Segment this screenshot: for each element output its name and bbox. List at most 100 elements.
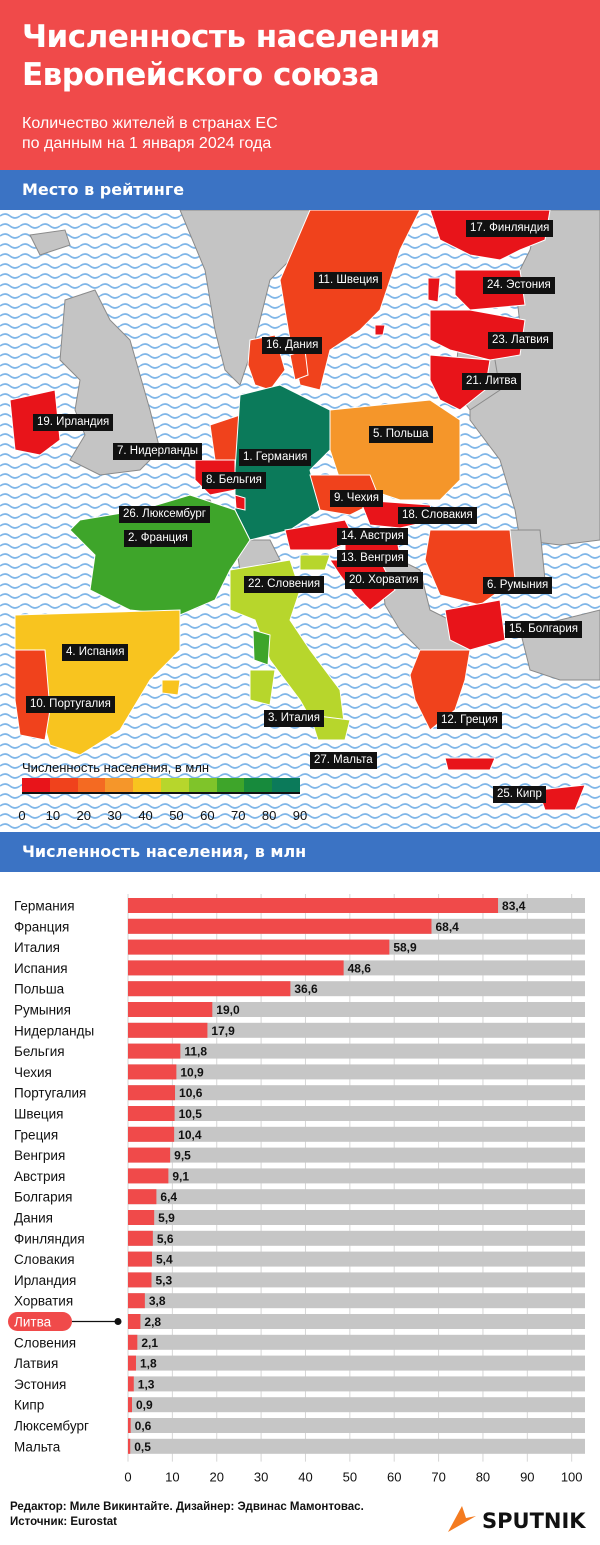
map-label-poland: 5. Польша [369,426,433,443]
bar [128,1022,208,1038]
page-subtitle: Количество жителей в странах ЕС по данны… [22,114,600,154]
category-label: Нидерланды [14,1023,94,1038]
legend-tick-label: 80 [261,808,277,823]
bar [128,1085,176,1101]
bar-value-label: 17,9 [211,1024,235,1038]
map-label-cyprus: 25. Кипр [493,786,546,803]
bar [128,1397,132,1413]
bar-value-label: 1,8 [140,1357,157,1371]
legend-swatch-0 [22,778,50,792]
legend-swatch-9 [272,778,300,792]
x-tick-label: 30 [254,1470,268,1485]
map-label-bulgaria: 15. Болгария [505,621,582,638]
map-label-lithuania: 21. Литва [462,373,521,390]
bar [128,898,499,913]
bar-value-label: 10,5 [179,1107,203,1121]
bar [128,1251,152,1267]
bar [128,1168,169,1184]
bar-track [128,1334,585,1350]
legend-swatch-1 [49,778,78,792]
bar-value-label: 5,4 [156,1253,173,1267]
category-label: Италия [14,940,60,955]
eu-countries [9,210,586,811]
legend-tick-label: 20 [76,808,91,823]
legend-tick-label: 60 [200,808,215,823]
legend-tick-label: 30 [107,808,122,823]
europe-map [0,210,600,830]
legend-swatch-5 [160,778,189,792]
bar-track [128,1002,585,1017]
legend-swatch-3 [105,778,134,792]
legend-swatch-2 [77,778,106,792]
bar [128,1126,175,1142]
bar [128,1438,131,1454]
bar-track [128,1251,585,1267]
map: 17. Финляндия 11. Швеция 24. Эстония 23.… [0,210,600,830]
category-label: Греция [14,1127,58,1142]
bar [128,1334,138,1350]
category-label: Швеция [14,1107,64,1122]
category-label: Ирландия [14,1273,76,1288]
map-label-czechia: 9. Чехия [330,490,383,507]
category-label: Дания [14,1211,53,1226]
map-label-slovakia: 18. Словакия [398,507,477,524]
bar-value-label: 9,1 [172,1169,189,1183]
bar [128,1210,155,1225]
bar [128,1293,145,1309]
bar-value-label: 83,4 [502,899,526,913]
footer-credits: Редактор: Миле Викинтайте. Дизайнер: Эдв… [10,1501,364,1513]
title-line-1: Численность населения [22,19,440,55]
bar-value-label: 0,6 [135,1419,152,1433]
bar-value-label: 48,6 [348,961,372,975]
map-label-spain: 4. Испания [62,644,129,661]
map-label-sweden: 11. Швеция [314,272,383,289]
legend-tick-label: 0 [18,808,26,823]
bar-value-label: 3,8 [149,1294,166,1308]
bar [128,1189,157,1205]
bar-track [128,1064,585,1080]
bar-value-label: 5,9 [158,1211,175,1225]
bar-track [128,1376,585,1392]
category-label: Словения [14,1335,76,1350]
category-label: Эстония [14,1377,66,1392]
bar-value-label: 2,1 [141,1336,158,1350]
map-section-heading: Место в рейтинге [0,170,600,210]
legend-color-scale [22,778,300,794]
map-label-hungary: 13. Венгрия [337,550,408,567]
map-label-belgium: 8. Бельгия [202,472,266,489]
legend-swatch-7 [216,778,245,792]
bar-value-label: 1,3 [138,1377,155,1391]
bar-track [128,1126,585,1142]
category-label: Люксембург [14,1419,89,1434]
x-tick-label: 40 [298,1470,312,1485]
bar-track [128,1314,585,1329]
map-label-finland: 17. Финляндия [466,220,554,237]
category-label: Германия [14,899,75,914]
map-label-romania: 6. Румыния [483,577,553,594]
category-label: Кипр [14,1398,44,1413]
map-label-france: 2. Франция [124,530,192,547]
x-tick-label: 100 [561,1470,583,1485]
category-label: Румыния [14,1003,71,1018]
bar-track [128,1210,585,1225]
sputnik-logo-text: SPUTNIK [482,1509,586,1533]
bar-track [128,1397,585,1413]
bar-value-label: 10,9 [180,1065,204,1079]
bar-value-label: 10,4 [178,1128,202,1142]
map-label-germany: 1. Германия [239,449,312,466]
category-label: Хорватия [14,1294,73,1309]
bar [128,1272,152,1288]
map-label-estonia: 24. Эстония [483,277,555,294]
legend-title: Численность населения, в млн [22,760,210,775]
bar-track [128,1293,585,1309]
map-label-luxembourg: 26. Люксембург [119,506,210,523]
bar [128,939,390,955]
map-label-greece: 12. Греция [437,712,502,729]
bar-value-label: 68,4 [435,920,459,934]
legend-swatch-4 [133,778,161,792]
legend-swatch-8 [244,778,273,792]
x-tick-label: 80 [476,1470,490,1485]
bar-track [128,1147,585,1163]
bar [128,981,291,997]
legend-tick-label: 90 [292,808,308,823]
